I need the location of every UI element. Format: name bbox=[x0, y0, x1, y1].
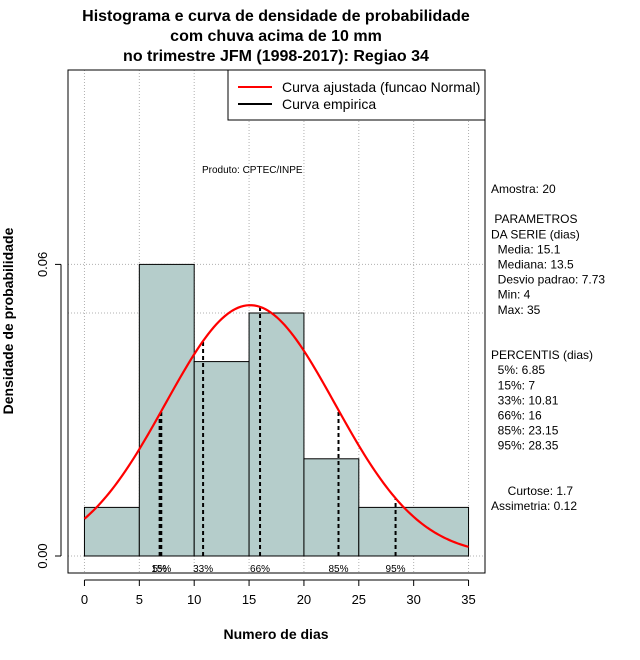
legend-entry: Curva empirica bbox=[282, 96, 376, 112]
x-tick-label: 30 bbox=[406, 592, 420, 607]
product-label: Produto: CPTEC/INPE bbox=[202, 165, 303, 176]
percentile-label: 66% bbox=[250, 564, 270, 575]
stats-line: Media: 15.1 bbox=[491, 242, 561, 256]
stats-line: 15%: 7 bbox=[491, 378, 535, 392]
stats-line: Curtose: 1.7 bbox=[491, 484, 573, 498]
stats-line: Min: 4 bbox=[491, 288, 531, 302]
x-tick-label: 5 bbox=[136, 592, 143, 607]
y-axis-title: Densidade de probabilidade bbox=[0, 227, 16, 414]
histogram-bar bbox=[303, 458, 360, 557]
title-line-1: Histograma e curva de densidade de proba… bbox=[82, 8, 470, 25]
percentile-label: 5% bbox=[152, 564, 167, 575]
x-tick-label: 0 bbox=[81, 592, 88, 607]
stats-line: PARAMETROS bbox=[491, 212, 577, 226]
stats-line: Desvio padrao: 7.73 bbox=[491, 273, 605, 287]
x-tick-label: 35 bbox=[461, 592, 475, 607]
percentile-label: 33% bbox=[193, 564, 213, 575]
x-tick-label: 15 bbox=[242, 592, 256, 607]
histogram-bar bbox=[138, 263, 195, 557]
histogram-bar bbox=[83, 506, 140, 557]
y-tick-label: 0.06 bbox=[35, 252, 50, 277]
normal-curve-line bbox=[83, 304, 469, 548]
stats-line: 5%: 6.85 bbox=[491, 363, 545, 377]
legend: Curva ajustada (funcao Normal)Curva empi… bbox=[227, 69, 486, 121]
chart-title: Histograma e curva de densidade de proba… bbox=[82, 8, 470, 65]
percentile-label: 85% bbox=[328, 564, 348, 575]
stats-line: 95%: 28.35 bbox=[491, 439, 559, 453]
legend-entry: Curva ajustada (funcao Normal) bbox=[282, 79, 480, 95]
percentile-lines: 5%15% 33% 66% 85% 95% bbox=[151, 306, 406, 575]
percentile-label: 95% bbox=[386, 564, 406, 575]
x-axis-title: Numero de dias bbox=[223, 626, 328, 642]
x-tick-label: 25 bbox=[352, 592, 366, 607]
title-line-3: no trimestre JFM (1998-2017): Regiao 34 bbox=[123, 48, 429, 65]
title-line-2: com chuva acima de 10 mm bbox=[170, 28, 382, 45]
stats-line: 85%: 23.15 bbox=[491, 424, 559, 438]
histogram-bar bbox=[358, 506, 470, 557]
stats-line: Assimetria: 0.12 bbox=[491, 499, 577, 513]
histogram-bar bbox=[193, 361, 250, 557]
y-tick-label: 0.00 bbox=[35, 543, 50, 568]
normal-curve bbox=[83, 304, 469, 548]
stats-line: Amostra: 20 bbox=[491, 182, 556, 196]
stats-line: PERCENTIS (dias) bbox=[491, 348, 593, 362]
annotations: Produto: CPTEC/INPE Amostra: 20 PARAMETRO… bbox=[202, 165, 605, 513]
stats-line: Max: 35 bbox=[491, 303, 541, 317]
x-tick-label: 20 bbox=[297, 592, 311, 607]
stats-line: 66%: 16 bbox=[491, 409, 542, 423]
stats-line: DA SERIE (dias) bbox=[491, 227, 580, 241]
legend-box bbox=[227, 69, 486, 121]
stats-line: 33%: 10.81 bbox=[491, 393, 559, 407]
stats-line: Mediana: 13.5 bbox=[491, 258, 574, 272]
x-tick-label: 10 bbox=[187, 592, 201, 607]
histogram-bars bbox=[83, 263, 470, 557]
histogram-bar bbox=[248, 312, 305, 557]
percentile-label: 15% bbox=[151, 564, 171, 575]
